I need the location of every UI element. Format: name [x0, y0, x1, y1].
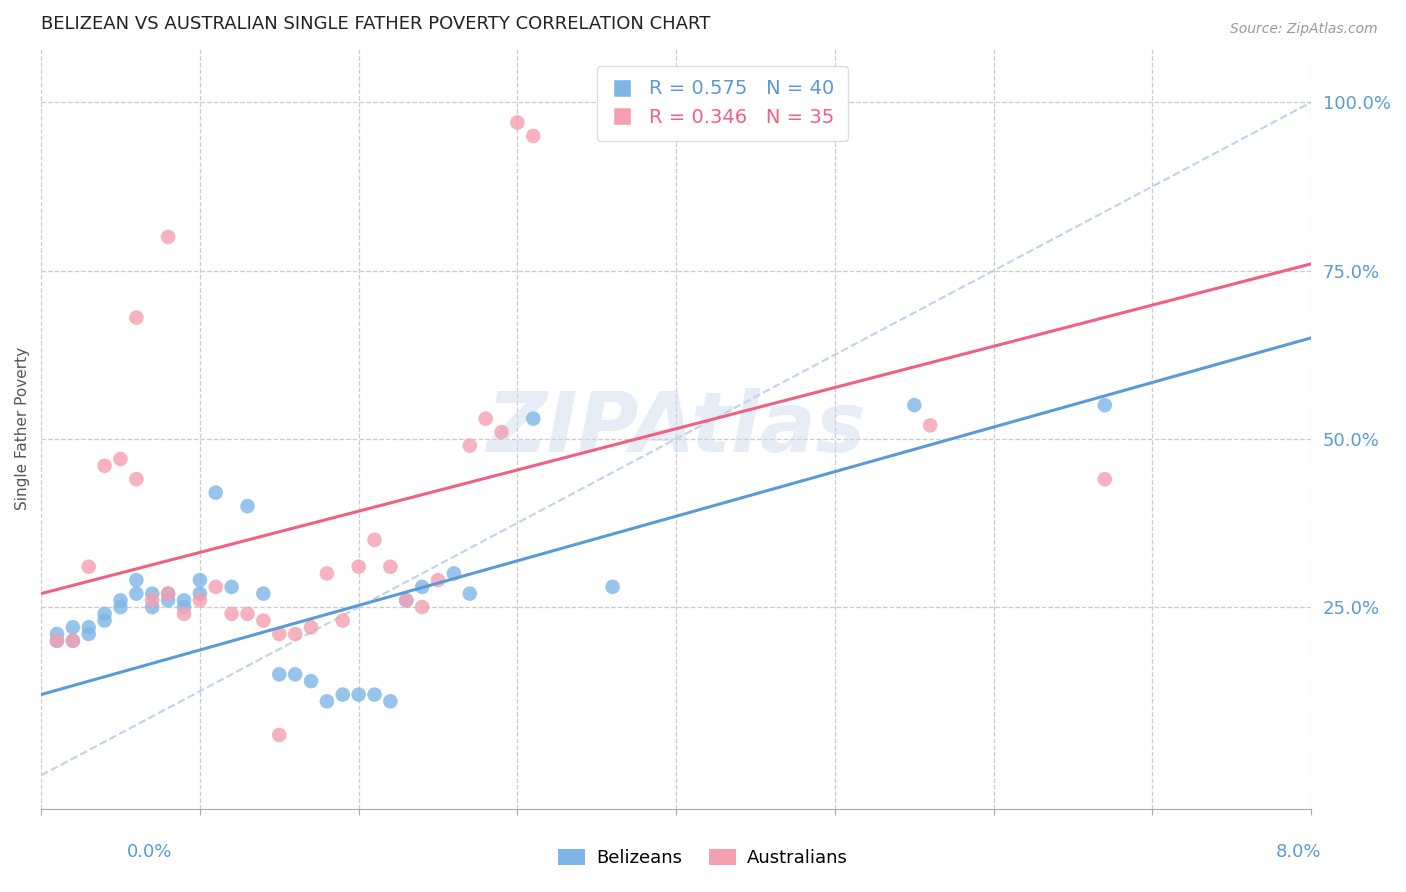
Point: [363, 688, 385, 702]
Point: [1094, 472, 1116, 486]
Point: [252, 614, 274, 628]
Point: [427, 573, 450, 587]
Point: [920, 418, 942, 433]
Point: [506, 115, 529, 129]
Point: [395, 593, 418, 607]
Point: [522, 128, 544, 143]
Point: [77, 559, 100, 574]
Point: [110, 593, 132, 607]
Point: [236, 499, 259, 513]
Text: BELIZEAN VS AUSTRALIAN SINGLE FATHER POVERTY CORRELATION CHART: BELIZEAN VS AUSTRALIAN SINGLE FATHER POV…: [41, 15, 710, 33]
Point: [77, 627, 100, 641]
Legend: Belizeans, Australians: Belizeans, Australians: [551, 841, 855, 874]
Point: [141, 600, 163, 615]
Point: [157, 593, 180, 607]
Text: ZIPAtlas: ZIPAtlas: [486, 388, 866, 469]
Point: [380, 559, 402, 574]
Point: [188, 573, 211, 587]
Point: [347, 559, 370, 574]
Text: Source: ZipAtlas.com: Source: ZipAtlas.com: [1230, 22, 1378, 37]
Point: [125, 310, 148, 325]
Point: [458, 438, 481, 452]
Point: [269, 627, 291, 641]
Point: [93, 614, 115, 628]
Point: [284, 667, 307, 681]
Point: [315, 566, 337, 581]
Point: [491, 425, 513, 439]
Point: [46, 627, 69, 641]
Point: [380, 694, 402, 708]
Point: [411, 600, 433, 615]
Point: [602, 580, 624, 594]
Point: [522, 411, 544, 425]
Point: [62, 620, 84, 634]
Point: [903, 398, 925, 412]
Point: [93, 607, 115, 621]
Point: [110, 452, 132, 467]
Point: [188, 593, 211, 607]
Point: [157, 586, 180, 600]
Point: [141, 593, 163, 607]
Point: [395, 593, 418, 607]
Point: [1094, 398, 1116, 412]
Point: [62, 633, 84, 648]
Point: [411, 580, 433, 594]
Point: [221, 607, 243, 621]
Text: 0.0%: 0.0%: [127, 843, 172, 861]
Point: [474, 411, 496, 425]
Legend: R = 0.575   N = 40, R = 0.346   N = 35: R = 0.575 N = 40, R = 0.346 N = 35: [598, 66, 848, 141]
Point: [236, 607, 259, 621]
Point: [347, 688, 370, 702]
Point: [332, 614, 354, 628]
Point: [315, 694, 337, 708]
Point: [173, 607, 195, 621]
Point: [141, 586, 163, 600]
Text: 8.0%: 8.0%: [1277, 843, 1322, 861]
Point: [125, 573, 148, 587]
Point: [173, 600, 195, 615]
Point: [46, 633, 69, 648]
Point: [157, 230, 180, 244]
Point: [252, 586, 274, 600]
Point: [125, 472, 148, 486]
Point: [93, 458, 115, 473]
Point: [125, 586, 148, 600]
Point: [204, 485, 226, 500]
Point: [443, 566, 465, 581]
Point: [299, 674, 322, 689]
Point: [188, 586, 211, 600]
Point: [173, 593, 195, 607]
Point: [204, 580, 226, 594]
Point: [221, 580, 243, 594]
Point: [269, 667, 291, 681]
Point: [299, 620, 322, 634]
Point: [332, 688, 354, 702]
Point: [458, 586, 481, 600]
Point: [363, 533, 385, 547]
Y-axis label: Single Father Poverty: Single Father Poverty: [15, 347, 30, 510]
Point: [284, 627, 307, 641]
Point: [62, 633, 84, 648]
Point: [110, 600, 132, 615]
Point: [157, 586, 180, 600]
Point: [269, 728, 291, 742]
Point: [46, 633, 69, 648]
Point: [77, 620, 100, 634]
